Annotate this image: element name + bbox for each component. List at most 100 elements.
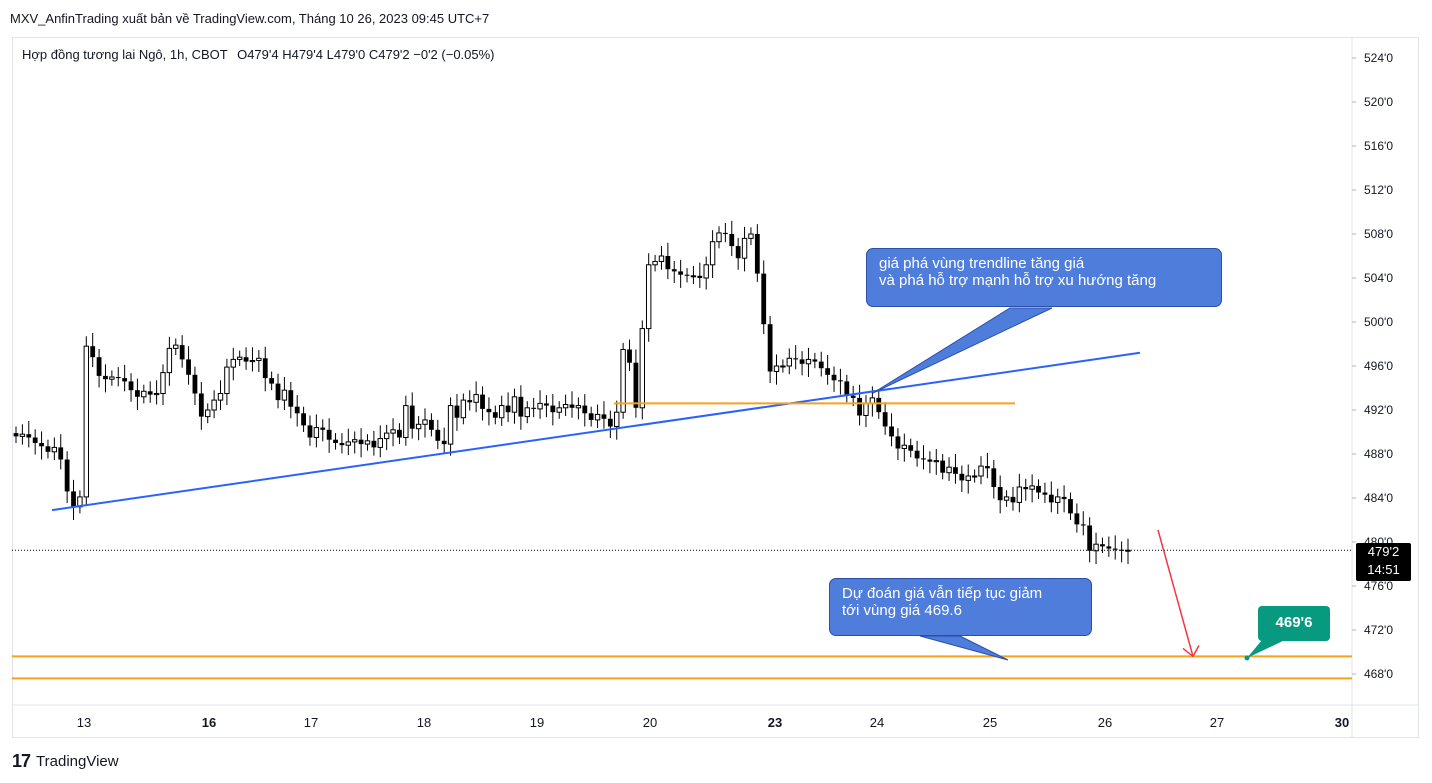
candle	[339, 433, 345, 454]
forecast-arrowhead	[1182, 645, 1200, 658]
candle	[857, 384, 862, 426]
candle-body-down	[1042, 492, 1048, 495]
candle	[1106, 536, 1112, 557]
time-tick-label: 16	[202, 715, 216, 730]
candle-body-down	[467, 400, 473, 403]
candle	[544, 395, 549, 418]
candle-body-down	[735, 246, 741, 259]
candle-body-up	[978, 465, 984, 477]
candle-body-up	[562, 404, 569, 409]
candle	[499, 395, 505, 426]
candle-body-down	[1080, 524, 1086, 526]
candle-body-up	[141, 390, 147, 398]
candle-body-up	[345, 441, 352, 446]
candle	[1100, 537, 1105, 553]
candle-body-up	[901, 444, 908, 450]
candle	[345, 428, 352, 456]
candle-body-down	[454, 405, 460, 418]
candle	[882, 402, 888, 435]
candle	[492, 405, 498, 425]
candle-body-down	[103, 375, 108, 380]
candle-body-down	[1061, 496, 1067, 500]
candle	[473, 381, 479, 413]
price-tick-label: 496'0	[1364, 359, 1393, 373]
candle-body-down	[135, 390, 140, 397]
candle	[371, 430, 377, 456]
callout-trendline-line2: và phá hỗ trợ mạnh hỗ trợ xu hướng tăng	[879, 272, 1157, 289]
candle-body-up	[256, 357, 262, 361]
candle	[556, 401, 562, 419]
candle	[959, 465, 965, 492]
candle	[32, 429, 38, 455]
candle-body-up	[556, 407, 562, 413]
candle-body-up	[741, 237, 748, 259]
candle-body-down	[486, 408, 492, 413]
candle-body-down	[825, 368, 831, 375]
candle	[767, 315, 773, 384]
candle-body-down	[64, 459, 70, 492]
candle-body-down	[889, 426, 894, 437]
candle	[128, 373, 134, 402]
candle	[383, 424, 390, 451]
candle-body-up	[51, 446, 58, 453]
candle-body-down	[339, 443, 345, 446]
candle	[953, 454, 958, 484]
candle	[748, 227, 754, 245]
candle-body-up	[652, 261, 658, 266]
callout-trendline-pointer	[872, 307, 1053, 394]
candle	[978, 456, 984, 485]
publish-line: MXV_AnfinTrading xuất bản về TradingView…	[10, 11, 490, 26]
candle-body-down	[409, 405, 415, 429]
candle	[153, 380, 160, 405]
candle	[946, 457, 952, 481]
price-tick-label: 472'0	[1364, 623, 1393, 637]
price-tick-label: 476'0	[1364, 579, 1393, 593]
time-tick-label: 24	[870, 715, 884, 730]
candle	[805, 347, 812, 377]
candle	[58, 434, 64, 470]
time-tick-label: 25	[983, 715, 997, 730]
last-price: 479'2	[1367, 544, 1400, 559]
candle	[1016, 473, 1023, 513]
candle	[741, 226, 748, 272]
candle	[147, 381, 153, 403]
candle-body-up	[645, 264, 652, 330]
tradingview-footer[interactable]: 17 TradingView	[12, 751, 119, 772]
candle-body-down	[1068, 499, 1073, 514]
candle	[582, 394, 588, 427]
candle	[518, 385, 524, 430]
candle	[838, 368, 843, 395]
symbol-name: Hợp đồng tương lai Ngô, 1h, CBOT	[22, 47, 228, 62]
candle-body-up	[205, 409, 211, 418]
candle	[397, 423, 402, 445]
candle	[594, 404, 601, 429]
candle-body-down	[678, 271, 684, 275]
candle	[812, 352, 818, 369]
candle-body-down	[550, 405, 556, 413]
candle	[320, 419, 326, 442]
candle-body-up	[377, 438, 383, 448]
candle	[352, 431, 358, 454]
candle	[997, 475, 1003, 514]
candle	[109, 370, 115, 386]
candle	[588, 406, 594, 427]
candle-body-down	[243, 357, 249, 362]
target-badge-pointer	[1247, 640, 1285, 658]
chart-frame	[12, 37, 1419, 738]
candle-body-down	[844, 381, 850, 396]
candle-body-down	[1010, 496, 1016, 503]
callout-forecast-pointer	[919, 635, 1009, 661]
candle	[697, 262, 703, 288]
candle-body-down	[71, 491, 76, 507]
candle-body-down	[147, 391, 153, 395]
forecast-arrow	[1157, 529, 1194, 657]
candle-body-down	[761, 273, 767, 325]
candle	[1074, 503, 1080, 533]
candle	[985, 452, 990, 479]
candle	[627, 339, 632, 371]
time-tick-label: 17	[304, 715, 318, 730]
candle-body-down	[371, 440, 377, 448]
candle	[288, 381, 294, 419]
candle-body-up	[173, 344, 179, 349]
